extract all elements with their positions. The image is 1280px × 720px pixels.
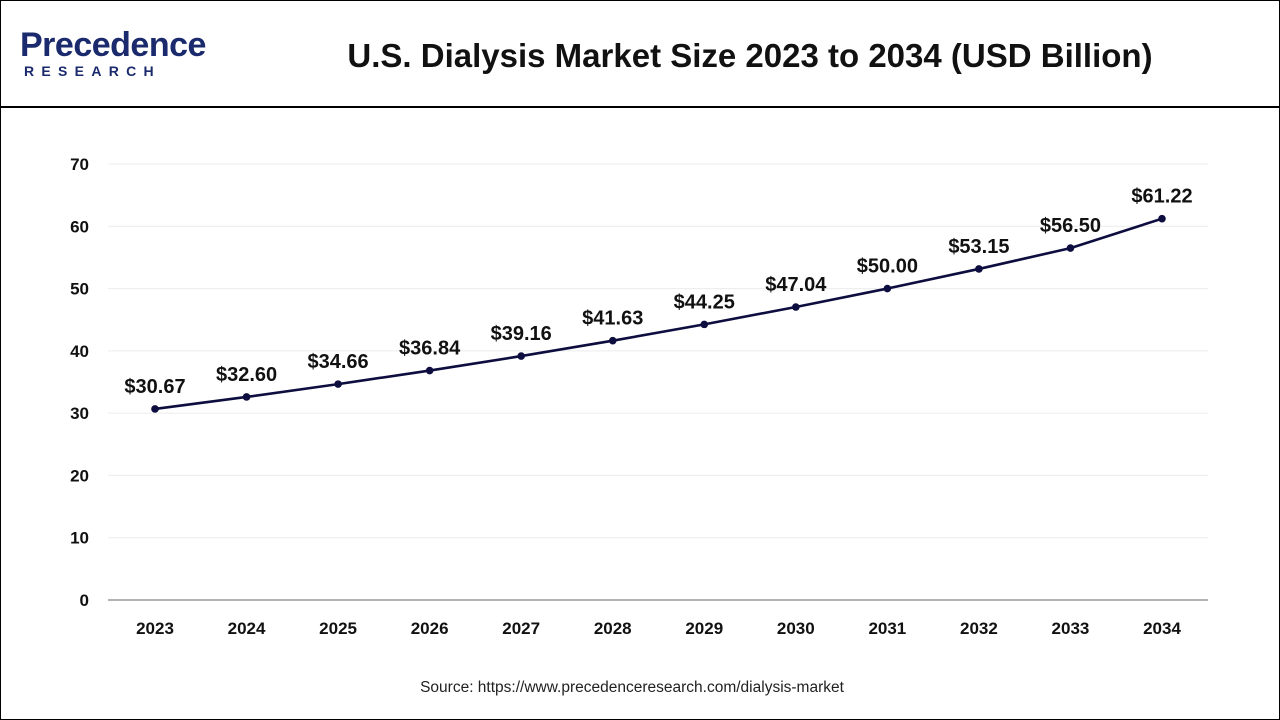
y-tick-label: 0 [80,591,89,610]
logo-word: Precedence [20,26,206,64]
source-note: Source: https://www.precedenceresearch.c… [420,679,844,696]
data-label: $41.63 [582,308,643,330]
x-tick-label: 2025 [319,619,357,638]
y-tick-label: 20 [70,466,89,485]
series-line [154,217,1163,411]
data-point [792,303,800,311]
x-tick-label: 2034 [1143,619,1181,638]
data-label: $50.00 [857,256,918,278]
data-label: $30.67 [124,376,185,398]
data-point [700,320,709,329]
x-tick-label: 2029 [685,619,723,638]
data-point [242,393,251,401]
data-point [517,352,525,360]
data-label: $36.84 [399,338,461,360]
y-tick-label: 10 [70,529,89,548]
y-tick-label: 30 [70,404,89,423]
data-point [883,284,892,293]
data-label: $53.15 [948,236,1009,258]
data-label: $61.22 [1131,186,1192,208]
y-tick-label: 70 [70,155,89,174]
x-tick-label: 2026 [411,619,449,638]
data-point [1066,244,1075,252]
data-point [975,265,983,273]
y-tick-label: 40 [70,342,89,361]
x-tick-label: 2031 [868,619,906,638]
logo-sub: RESEARCH [24,63,161,79]
x-tick-label: 2030 [777,619,815,638]
data-label: $39.16 [491,323,552,345]
y-tick-label: 50 [70,280,89,299]
data-label: $32.60 [216,364,277,386]
data-point [425,366,434,375]
data-label: $47.04 [765,274,827,296]
data-label: $44.25 [674,291,735,313]
x-tick-label: 2024 [228,619,266,638]
x-tick-label: 2033 [1052,619,1090,638]
y-tick-label: 60 [70,217,89,236]
data-label: $34.66 [308,351,369,373]
data-label: $56.50 [1040,215,1101,237]
x-tick-label: 2032 [960,619,998,638]
x-tick-label: 2028 [594,619,632,638]
data-point [608,336,617,345]
x-tick-label: 2027 [502,619,540,638]
data-point [151,405,159,413]
precedence-research-logo: Precedence RESEARCH [20,28,220,84]
data-point [334,380,342,388]
header: Precedence RESEARCH U.S. Dialysis Market… [0,0,1280,108]
x-tick-label: 2023 [136,619,174,638]
chart-title: U.S. Dialysis Market Size 2023 to 2034 (… [347,37,1153,74]
data-point [1158,214,1166,223]
